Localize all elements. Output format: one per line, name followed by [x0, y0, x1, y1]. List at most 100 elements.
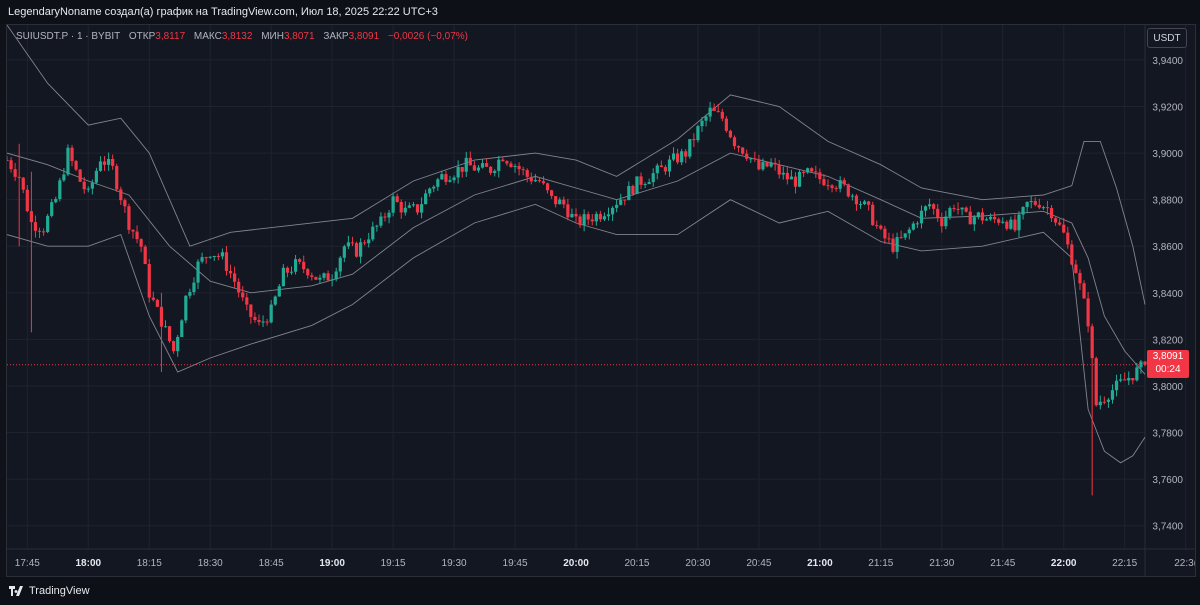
candle-body — [354, 243, 359, 257]
candle-body — [655, 165, 659, 174]
candle-body — [773, 162, 777, 165]
candle-body — [623, 199, 627, 201]
candle-body — [988, 216, 993, 220]
candle-body — [216, 255, 220, 257]
candle-body — [586, 214, 590, 220]
candle-body — [1078, 272, 1082, 284]
candle-body — [1094, 358, 1098, 406]
candle-body — [574, 213, 578, 217]
candle-body — [651, 173, 655, 183]
candle-body — [25, 189, 29, 212]
bollinger-lower-band — [7, 199, 1146, 464]
candle-body — [70, 147, 74, 161]
candle-body — [277, 286, 281, 297]
candle-body — [13, 169, 17, 177]
candle-body — [838, 180, 842, 189]
candle-body — [997, 219, 1001, 223]
candle-body — [322, 273, 326, 278]
candle-body — [119, 189, 123, 201]
price-chart[interactable]: 3,9400 3,9200 3,9000 3,8800 3,8600 3,8400 3,82… — [7, 25, 1195, 576]
candle-body — [159, 306, 164, 327]
candle-body — [440, 174, 444, 180]
candle-body — [1082, 283, 1086, 299]
x-tick-label: 21:45 — [990, 558, 1015, 569]
candle-body — [424, 193, 428, 205]
candle-body — [94, 170, 99, 183]
candle-body — [789, 176, 794, 180]
candle-body — [456, 167, 460, 178]
candle-body — [907, 229, 911, 234]
candle-body — [188, 292, 192, 296]
x-tick-label: 17:45 — [15, 558, 40, 569]
candle-body — [1066, 232, 1070, 245]
x-tick-label: 20:15 — [624, 558, 649, 569]
candle-body — [797, 171, 802, 187]
candle-body — [302, 261, 306, 270]
candle-body — [802, 171, 806, 173]
y-tick-label: 3,8600 — [1152, 242, 1183, 253]
candle-body — [867, 201, 871, 205]
x-tick-label: 22:15 — [1112, 558, 1137, 569]
candle-body — [314, 276, 318, 280]
currency-button[interactable]: USDT — [1147, 28, 1187, 48]
x-tick-label: 20:30 — [685, 558, 710, 569]
bar-countdown: 00:24 — [1155, 364, 1181, 375]
last-price-tag: 3,8091 00:24 — [1147, 350, 1189, 378]
candle-body — [253, 316, 257, 321]
chart-area[interactable]: 3,9400 3,9200 3,9000 3,8800 3,8600 3,8400 3,82… — [6, 24, 1196, 577]
candle-body — [66, 147, 70, 175]
candle-body — [176, 336, 180, 352]
candle-body — [444, 174, 448, 182]
candle-body — [960, 207, 964, 210]
candle-body — [220, 252, 225, 257]
candle-body — [984, 219, 989, 221]
candle-body — [891, 238, 895, 252]
x-tick-label: 18:15 — [137, 558, 162, 569]
candle-body — [1025, 201, 1029, 208]
candle-body — [1001, 221, 1005, 223]
candle-body — [139, 239, 143, 247]
symbol-label[interactable]: SUIUSDT.P · 1 · BYBIT — [16, 31, 121, 42]
candle-body — [82, 181, 86, 190]
candle-body — [1110, 390, 1115, 400]
change-value: −0,0026 (−0,07%) — [387, 31, 468, 42]
x-tick-label: 18:00 — [75, 558, 101, 569]
candle-body — [131, 229, 135, 232]
candle-body — [680, 151, 684, 163]
candle-body — [671, 153, 676, 160]
candle-body — [204, 257, 208, 259]
candle-body — [358, 242, 363, 257]
candle-body — [667, 159, 672, 172]
candle-body — [822, 179, 826, 186]
candle-body — [785, 172, 789, 180]
candle-body — [419, 204, 424, 213]
candle-body — [728, 130, 733, 138]
tradingview-brand[interactable]: TradingView — [9, 585, 90, 597]
x-tick-label: 19:00 — [319, 558, 345, 569]
candle-body — [676, 153, 680, 163]
x-tick-label: 19:30 — [442, 558, 467, 569]
candle-body — [90, 182, 94, 189]
candle-body — [46, 215, 50, 232]
candle-body — [976, 212, 980, 218]
candle-body — [578, 216, 582, 226]
candle-body — [237, 281, 241, 293]
candle-body — [541, 181, 546, 184]
candle-body — [228, 270, 233, 274]
candle-body — [558, 199, 562, 205]
candle-body — [497, 159, 501, 171]
candle-body — [464, 157, 468, 172]
candle-body — [919, 210, 924, 224]
close-value: 3,8091 — [348, 31, 380, 42]
candle-body — [724, 118, 728, 131]
candle-body — [952, 208, 956, 210]
candle-body — [895, 237, 899, 252]
candle-body — [550, 190, 554, 197]
candle-body — [631, 185, 635, 194]
candle-body — [915, 223, 919, 225]
candle-body — [98, 161, 103, 171]
candle-body — [842, 180, 846, 185]
candle-body — [753, 158, 757, 160]
candle-body — [562, 199, 566, 205]
candle-body — [700, 120, 704, 127]
